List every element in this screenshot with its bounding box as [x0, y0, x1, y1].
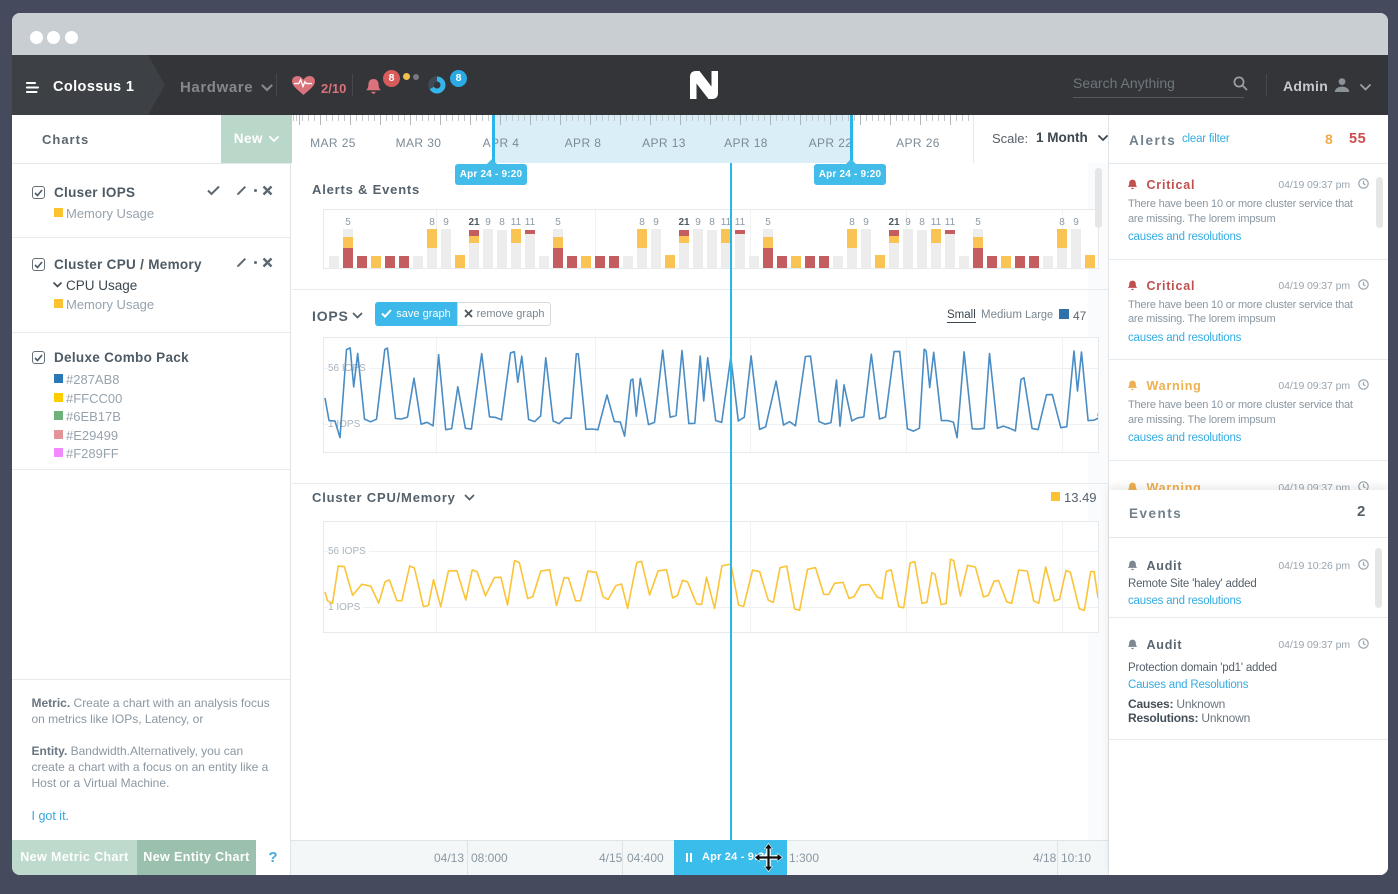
svg-text:5: 5 [345, 217, 351, 228]
svg-text:21: 21 [888, 217, 900, 228]
svg-text:8: 8 [919, 217, 925, 228]
svg-text:8: 8 [499, 217, 505, 228]
svg-text:9: 9 [863, 217, 869, 228]
svg-text:21: 21 [678, 217, 690, 228]
svg-text:11: 11 [511, 217, 522, 228]
svg-text:8: 8 [849, 217, 855, 228]
svg-text:9: 9 [905, 217, 911, 228]
svg-text:11: 11 [735, 217, 746, 228]
svg-text:5: 5 [555, 217, 561, 228]
svg-text:21: 21 [468, 217, 480, 228]
svg-text:8: 8 [429, 217, 435, 228]
svg-text:11: 11 [525, 217, 536, 228]
svg-text:11: 11 [945, 217, 956, 228]
svg-text:8: 8 [709, 217, 715, 228]
svg-text:9: 9 [443, 217, 449, 228]
svg-text:8: 8 [1059, 217, 1065, 228]
svg-text:8: 8 [639, 217, 645, 228]
svg-text:9: 9 [1073, 217, 1079, 228]
svg-text:9: 9 [653, 217, 659, 228]
svg-text:11: 11 [721, 217, 732, 228]
svg-text:5: 5 [975, 217, 981, 228]
svg-text:5: 5 [765, 217, 771, 228]
svg-text:9: 9 [695, 217, 701, 228]
svg-text:9: 9 [485, 217, 491, 228]
svg-text:11: 11 [931, 217, 942, 228]
